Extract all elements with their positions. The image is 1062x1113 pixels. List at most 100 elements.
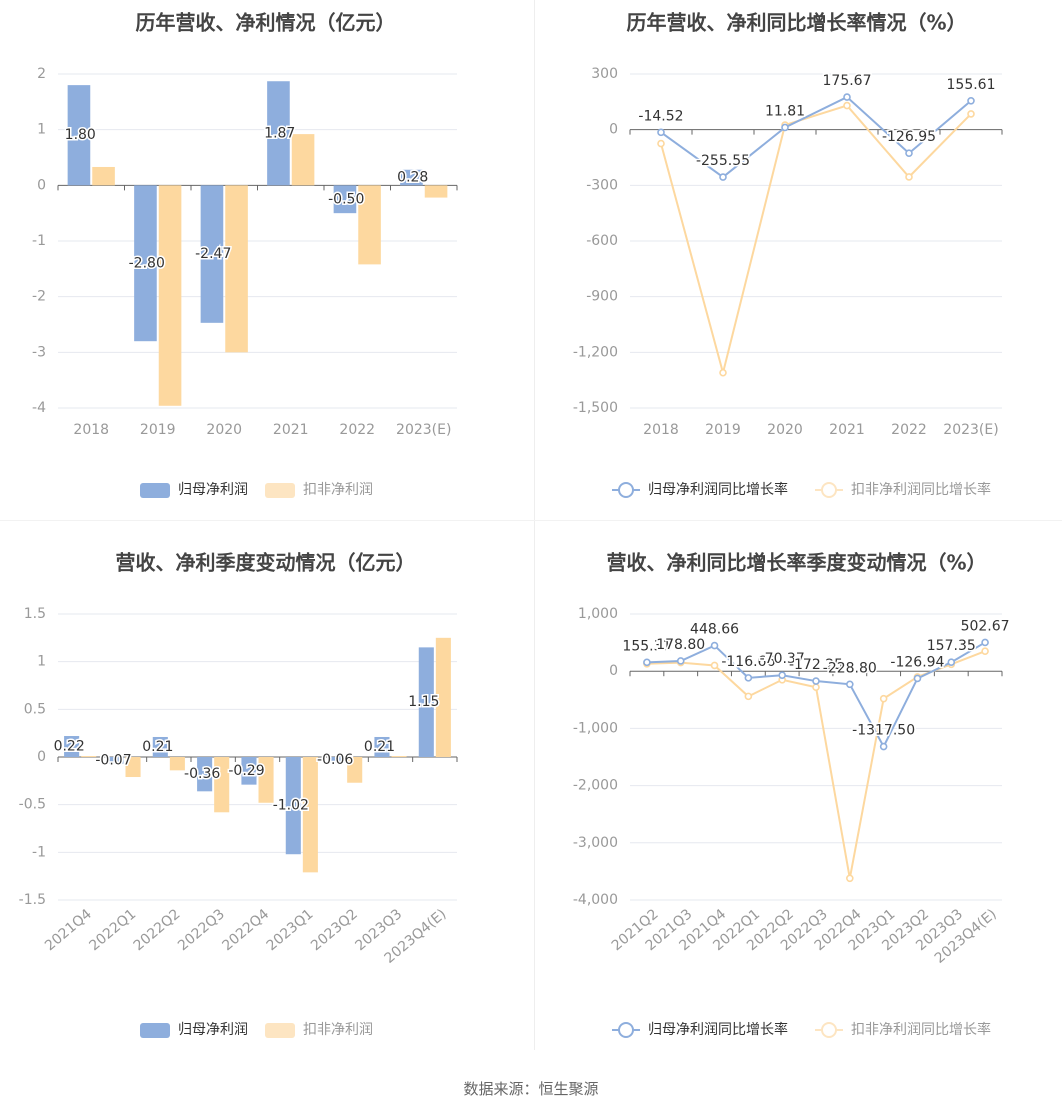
bar-net-profit xyxy=(134,185,157,342)
y-tick-label: 0.5 xyxy=(24,701,46,717)
data-label: -0.36 xyxy=(184,766,220,782)
legend-swatch-net-profit xyxy=(140,1023,170,1038)
point-deducted-profit-growth xyxy=(846,874,854,883)
chart-quarterly-profit: 营收、净利季度变动情况（亿元）1.510.50-0.5-1-1.52021Q42… xyxy=(19,551,458,1038)
y-tick-label: -3 xyxy=(32,344,46,360)
y-tick-label: -1.5 xyxy=(19,892,46,908)
chart-title: 历年营收、净利同比增长率情况（%） xyxy=(626,11,966,35)
y-tick-label: -1 xyxy=(32,233,46,249)
data-label: -126.94 xyxy=(890,654,944,670)
legend-marker xyxy=(821,482,837,498)
point-net-profit-growth xyxy=(710,641,719,650)
data-label: -2.80 xyxy=(129,255,165,271)
bar-deducted-profit xyxy=(302,757,318,873)
x-tick-label: 2018 xyxy=(73,422,109,438)
divider-vertical xyxy=(534,0,535,1050)
y-tick-label: 1 xyxy=(37,122,46,138)
point-net-profit-growth xyxy=(879,742,888,751)
y-tick-label: 1,000 xyxy=(578,606,618,622)
bar-deducted-profit xyxy=(291,134,315,186)
legend-swatch-deducted-profit xyxy=(265,1023,295,1038)
divider-horizontal xyxy=(0,520,1062,521)
bar-net-profit xyxy=(374,736,390,757)
data-source: 数据来源：恒生聚源 xyxy=(463,1080,599,1098)
data-label: -0.07 xyxy=(95,752,131,768)
bar-deducted-profit xyxy=(125,757,141,778)
x-tick-label: 2023Q2 xyxy=(308,906,361,954)
data-label: 0.22 xyxy=(54,739,85,755)
y-tick-label: 300 xyxy=(591,66,618,82)
bar-net-profit xyxy=(285,757,301,855)
legend-label: 归母净利润同比增长率 xyxy=(648,1021,788,1038)
data-label: -0.06 xyxy=(317,752,353,768)
point-deducted-profit-growth xyxy=(967,110,975,118)
data-label: 1.80 xyxy=(65,127,96,143)
bar-net-profit xyxy=(333,185,357,214)
point-net-profit-growth xyxy=(846,680,854,689)
y-tick-label: -1 xyxy=(32,844,46,860)
bar-deducted-profit xyxy=(169,757,185,771)
data-label: -2.47 xyxy=(195,246,231,262)
y-tick-label: -2,000 xyxy=(573,778,618,794)
point-net-profit-growth xyxy=(744,674,753,682)
bar-deducted-profit xyxy=(92,166,115,186)
data-label: 1.15 xyxy=(408,694,439,710)
x-tick-label: 2020 xyxy=(206,422,242,438)
y-tick-label: -4 xyxy=(32,400,46,416)
data-label: -172.25 xyxy=(789,657,843,673)
y-tick-label: -3,000 xyxy=(573,835,618,851)
point-deducted-profit-growth xyxy=(879,694,888,703)
line-net-profit-growth xyxy=(660,95,972,179)
x-tick-label: 2022Q4 xyxy=(219,906,272,954)
point-net-profit-growth xyxy=(812,677,820,685)
data-label: 11.81 xyxy=(765,103,805,119)
point-net-profit-growth xyxy=(778,671,786,680)
point-net-profit-growth xyxy=(843,93,851,101)
legend-marker xyxy=(618,1022,634,1038)
data-label: -116.66 xyxy=(721,654,775,670)
x-tick-label: 2021 xyxy=(273,422,309,438)
legend-label: 归母净利润 xyxy=(178,481,248,498)
bar-net-profit xyxy=(67,85,91,186)
y-tick-label: 1.5 xyxy=(24,606,46,622)
data-label: -255.55 xyxy=(696,153,750,169)
point-net-profit-growth xyxy=(913,674,922,683)
bar-deducted-profit xyxy=(81,756,97,758)
data-label: 175.67 xyxy=(823,73,872,89)
legend-label: 归母净利润同比增长率 xyxy=(648,481,788,498)
y-tick-label: -1,200 xyxy=(573,344,618,360)
chart-annual-profit: 历年营收、净利情况（亿元） 2 1 0 -1 -2 -3 -4 2018 2019 2020 2021… xyxy=(32,11,458,498)
legend-label: 扣非净利润 xyxy=(303,1022,373,1038)
point-net-profit-growth xyxy=(657,128,665,137)
data-label: 0.21 xyxy=(142,739,173,755)
x-tick-label: 2022Q2 xyxy=(131,906,184,954)
x-tick-label: 2023Q1 xyxy=(264,906,317,954)
data-label: -0.29 xyxy=(228,763,264,779)
bar-net-profit xyxy=(241,757,257,785)
point-deducted-profit-growth xyxy=(843,101,851,110)
y-tick-label: -2 xyxy=(32,289,46,305)
point-net-profit-growth xyxy=(643,658,651,667)
x-tick-label: 2018 xyxy=(643,422,679,438)
legend-marker xyxy=(618,482,634,498)
x-tick-label: 2021 xyxy=(829,422,865,438)
chart-title: 营收、净利同比增长率季度变动情况（%） xyxy=(606,551,986,575)
legend-swatch-deducted-profit xyxy=(265,483,295,498)
x-tick-label: 2022 xyxy=(891,422,927,438)
y-tick-label: 2 xyxy=(37,66,46,82)
y-tick-label: -0.5 xyxy=(19,797,46,813)
bar-net-profit xyxy=(200,185,224,323)
y-tick-label: 0 xyxy=(609,122,618,138)
x-tick-label: 2022 xyxy=(339,422,375,438)
point-deducted-profit-growth xyxy=(710,661,719,670)
bar-deducted-profit xyxy=(424,185,448,198)
point-deducted-profit-growth xyxy=(657,139,665,148)
chart-title: 营收、净利季度变动情况（亿元） xyxy=(116,551,416,575)
point-deducted-profit-growth xyxy=(812,683,820,692)
data-label: -1317.50 xyxy=(852,723,915,739)
data-label: -1.02 xyxy=(273,798,309,814)
bar-net-profit xyxy=(64,736,80,757)
bar-net-profit xyxy=(267,81,290,186)
chart-title: 历年营收、净利情况（亿元） xyxy=(136,11,396,35)
data-label: 0.21 xyxy=(364,739,395,755)
